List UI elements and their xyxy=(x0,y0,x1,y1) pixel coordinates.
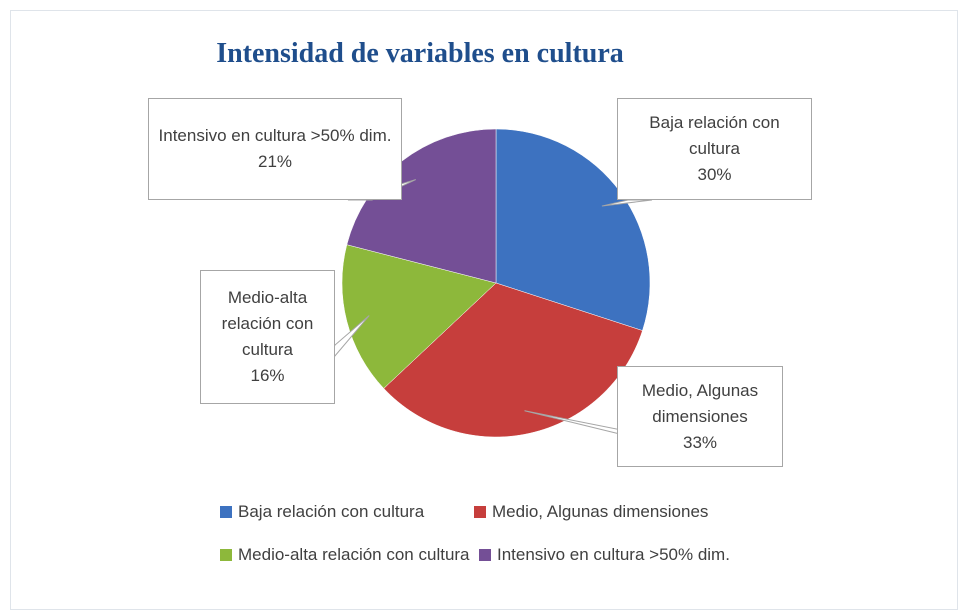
data-label: Medio, Algunas dimensiones 33% xyxy=(617,366,783,467)
label-value: 21% xyxy=(257,152,293,171)
data-label: Medio-alta relación con cultura 16% xyxy=(200,270,335,404)
legend-swatch xyxy=(479,549,491,561)
chart-title: Intensidad de variables en cultura xyxy=(216,38,624,69)
label-name: Baja relación con cultura xyxy=(649,113,780,158)
label-value: 33% xyxy=(682,432,718,452)
data-label: Intensivo en cultura >50% dim. 21% xyxy=(148,98,402,200)
legend-item: Medio-alta relación con cultura xyxy=(220,545,470,565)
label-name: Medio, Algunas dimensiones xyxy=(641,380,759,426)
label-name: Medio-alta relación con cultura xyxy=(221,288,314,359)
legend-label: Medio, Algunas dimensiones xyxy=(492,502,709,521)
legend-swatch xyxy=(220,506,232,518)
pie-slice xyxy=(341,244,497,389)
legend-item: Baja relación con cultura xyxy=(220,502,424,522)
page: {"chart_data": {"type": "pie", "title": … xyxy=(10,10,958,610)
legend-label: Baja relación con cultura xyxy=(238,502,425,521)
legend-swatch xyxy=(220,549,232,561)
label-value: 16% xyxy=(250,366,285,385)
legend-label: Intensivo en cultura >50% dim. xyxy=(497,545,730,564)
legend-item: Intensivo en cultura >50% dim. xyxy=(479,545,730,565)
label-name: Intensivo en cultura >50% dim. xyxy=(158,126,392,145)
legend-item: Medio, Algunas dimensiones xyxy=(474,502,708,522)
callout-pointer xyxy=(601,199,653,207)
legend-swatch xyxy=(474,506,486,518)
label-value: 30% xyxy=(697,165,732,184)
pie-chart xyxy=(322,128,653,438)
data-label: Baja relación con cultura 30% xyxy=(617,98,812,200)
legend-label: Medio-alta relación con cultura xyxy=(238,545,470,564)
